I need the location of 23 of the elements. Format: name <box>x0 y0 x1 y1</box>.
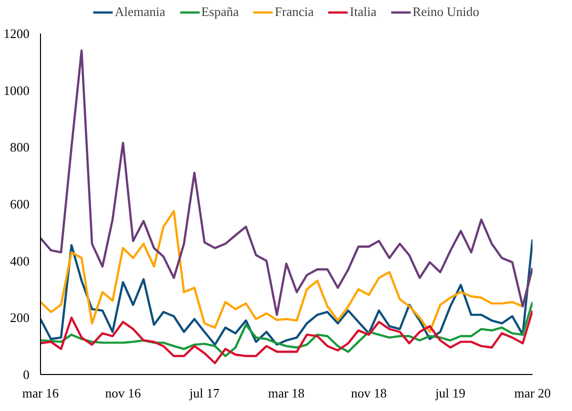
line-series <box>40 300 532 358</box>
legend-label: Reino Unido <box>412 4 480 20</box>
line-series <box>40 49 532 316</box>
x-tick-label: jul 17 <box>188 386 220 400</box>
x-tick-label: mar 16 <box>22 386 60 400</box>
y-tick-label: 1200 <box>4 26 30 41</box>
x-tick-label: nov 18 <box>350 386 387 400</box>
legend-label: España <box>201 4 239 20</box>
y-tick-label: 800 <box>10 140 30 155</box>
y-tick-label: 0 <box>23 367 30 382</box>
legend-label: Francia <box>274 4 314 20</box>
legend-label: Alemania <box>114 4 166 20</box>
y-tick-label: 200 <box>10 310 30 326</box>
x-tick-label: mar 20 <box>514 386 551 400</box>
line-series <box>40 309 532 364</box>
legend-label: Italia <box>350 4 376 20</box>
y-tick-label: 400 <box>10 253 30 268</box>
x-tick-label: nov 16 <box>105 386 142 400</box>
y-tick-label: 600 <box>10 196 30 212</box>
line-series <box>40 238 532 346</box>
x-tick-label: jul 19 <box>434 386 466 400</box>
y-tick-label: 1000 <box>4 82 30 98</box>
x-tick-label: mar 18 <box>268 386 305 400</box>
